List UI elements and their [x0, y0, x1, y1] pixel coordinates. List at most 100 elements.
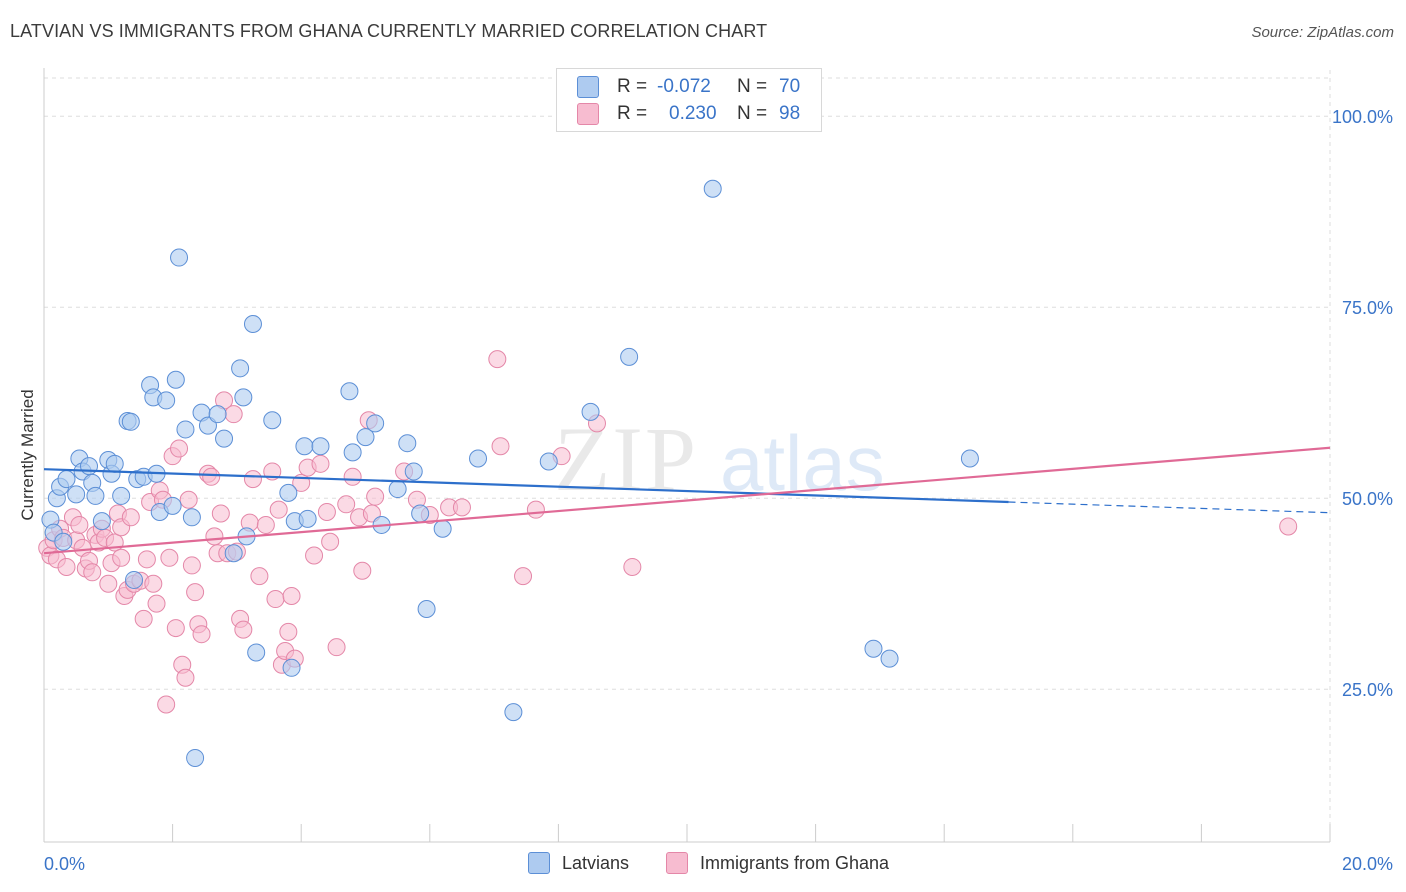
- latvian-point: [105, 454, 124, 473]
- latvian-point: [92, 512, 111, 531]
- latvian-point: [224, 544, 243, 563]
- ghana-point: [266, 590, 285, 609]
- ghana-point: [337, 495, 356, 514]
- latvian-point: [298, 509, 317, 528]
- latvian-point: [404, 462, 423, 481]
- latvian-point: [57, 470, 76, 489]
- series-ghana: [38, 350, 1298, 714]
- latvian-point: [80, 457, 99, 476]
- ghana-point: [137, 550, 156, 569]
- latvian-point: [388, 480, 407, 499]
- latvian-point: [433, 519, 452, 538]
- ghana-point: [99, 574, 118, 593]
- ghana-point: [186, 583, 205, 602]
- ghana-point: [491, 437, 510, 456]
- latvian-point: [176, 420, 195, 439]
- ghana-point: [83, 563, 102, 582]
- n-value: 70: [779, 76, 801, 97]
- ghana-point: [327, 638, 346, 657]
- ghana-point: [514, 567, 533, 586]
- legend-item-ghana[interactable]: Immigrants from Ghana: [666, 852, 889, 874]
- ghana-point: [211, 504, 230, 523]
- ghana-point: [144, 574, 163, 593]
- ghana-point: [282, 586, 301, 605]
- latvian-point: [411, 504, 430, 523]
- latvian-point: [417, 599, 436, 618]
- ghana-point: [317, 502, 336, 521]
- ghana-point: [157, 695, 176, 714]
- latvian-point: [703, 179, 722, 198]
- latvian-point: [279, 483, 298, 502]
- ghana-point: [182, 556, 201, 575]
- latvian-point: [86, 486, 105, 505]
- ghana-point: [526, 500, 545, 519]
- latvian-trend-line: [43, 468, 1009, 504]
- latvian-point: [620, 347, 639, 366]
- y-tick-labels: 25.0% 50.0% 75.0% 100.0%: [1332, 107, 1393, 700]
- ghana-point: [452, 498, 471, 517]
- source-label: Source: ZipAtlas.com: [1251, 24, 1394, 41]
- latvian-point: [311, 437, 330, 456]
- r-value: 0.230: [669, 103, 717, 124]
- ghana-point: [243, 470, 262, 489]
- latvian-point: [880, 649, 899, 668]
- latvian-point: [340, 382, 359, 401]
- series-latvians: [41, 179, 979, 767]
- latvian-point: [170, 248, 189, 267]
- ghana-point: [353, 561, 372, 580]
- legend-row-ghana: R = 0.230 N = 98: [577, 102, 800, 126]
- legend-item-latvians[interactable]: Latvians: [528, 852, 629, 874]
- x-tick-labels: 0.0% 20.0%: [44, 854, 1393, 874]
- n-label: N =: [737, 76, 768, 97]
- ghana-point: [343, 467, 362, 486]
- latvian-point: [163, 496, 182, 515]
- n-value: 98: [779, 103, 801, 124]
- latvian-point: [539, 452, 558, 471]
- ghana-point: [176, 668, 195, 687]
- latvian-point: [247, 643, 266, 662]
- ghana-point: [311, 454, 330, 473]
- latvian-point: [398, 434, 417, 453]
- latvian-point: [343, 443, 362, 462]
- ghana-point: [623, 557, 642, 576]
- ghana-point: [269, 500, 288, 519]
- latvian-point: [864, 639, 883, 658]
- ghana-point: [488, 350, 507, 369]
- series-legend: Latvians Immigrants from Ghana: [0, 852, 1406, 876]
- ghana-point: [70, 515, 89, 534]
- latvian-point: [215, 429, 234, 448]
- ghana-point: [202, 467, 221, 486]
- latvian-point: [231, 359, 250, 378]
- latvian-point: [54, 532, 73, 551]
- y-tick-label: 50.0%: [1342, 489, 1393, 509]
- latvian-point: [182, 508, 201, 527]
- latvian-swatch: [577, 76, 599, 98]
- ghana-swatch: [666, 852, 688, 874]
- ghana-point: [134, 609, 153, 628]
- latvian-point: [243, 315, 262, 334]
- latvian-point: [960, 449, 979, 468]
- r-label: R =: [617, 103, 648, 124]
- latvian-point: [125, 570, 144, 589]
- latvian-point: [581, 402, 600, 421]
- latvian-point: [166, 370, 185, 389]
- trend-lines: [43, 446, 1331, 555]
- y-tick-label: 75.0%: [1342, 298, 1393, 318]
- legend-label-latvians: Latvians: [562, 852, 630, 873]
- r-value: -0.072: [657, 76, 711, 97]
- latvian-point: [112, 486, 131, 505]
- latvian-point: [157, 391, 176, 410]
- ghana-point: [179, 490, 198, 509]
- latvian-point: [121, 412, 140, 431]
- ghana-point: [205, 527, 224, 546]
- ghana-point: [166, 619, 185, 638]
- ghana-point: [279, 622, 298, 641]
- latvian-point: [504, 703, 523, 722]
- ghana-point: [305, 546, 324, 565]
- r-label: R =: [617, 76, 648, 97]
- legend-label-ghana: Immigrants from Ghana: [700, 852, 890, 873]
- y-tick-label: 100.0%: [1332, 107, 1393, 127]
- latvian-swatch: [528, 852, 550, 874]
- ghana-point: [147, 594, 166, 613]
